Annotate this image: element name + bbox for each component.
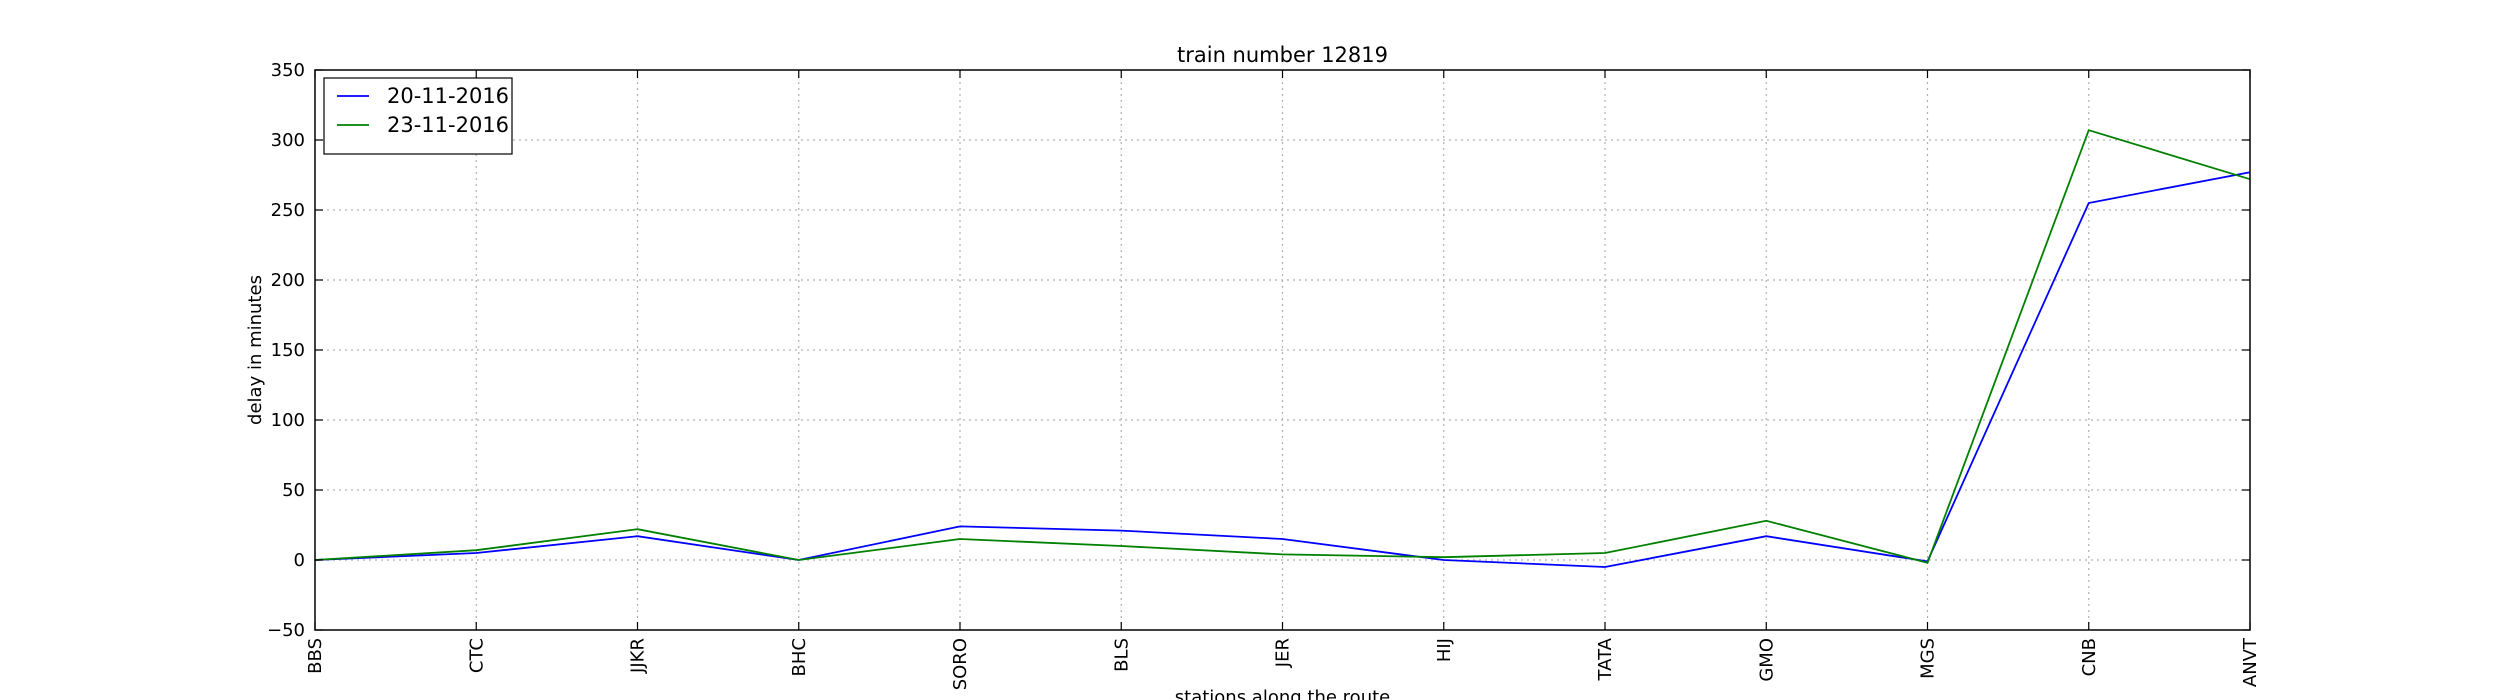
y-tick-label: 0 — [294, 550, 305, 571]
series-lines — [314, 129, 2251, 568]
x-tick-label: BBS — [305, 638, 326, 674]
legend-box — [323, 77, 513, 155]
y-tick-label: 250 — [271, 200, 305, 221]
x-tick-label: JER — [1273, 638, 1294, 668]
x-tick-label: SORO — [950, 638, 971, 690]
x-tick-label: MGS — [1918, 638, 1939, 679]
y-tick-label: 350 — [271, 60, 305, 81]
series-line — [314, 129, 2251, 564]
legend-label: 23-11-2016 — [387, 113, 509, 137]
x-tick-label: HIJ — [1434, 638, 1455, 662]
y-tick-label: −50 — [267, 620, 305, 641]
x-tick-label: CTC — [466, 638, 487, 673]
y-tick-label: 150 — [271, 340, 305, 361]
y-tick-label: 200 — [271, 270, 305, 291]
x-tick-label: BLS — [1111, 638, 1132, 672]
x-tick-label: GMO — [1756, 638, 1777, 682]
y-tick-labels: −50 0 50 100 150 200 250 300 350 — [267, 60, 2250, 641]
legend-label: 20-11-2016 — [387, 84, 509, 108]
x-tick-labels: BBS CTC JJKR BHC SORO BLS JER HIJ TATA GMO MGS CNB A… — [305, 70, 2261, 690]
x-tick-label: TATA — [1595, 637, 1616, 681]
x-tick-label: CNB — [2079, 638, 2100, 676]
x-tick-label: BHC — [789, 638, 810, 676]
y-tick-label: 300 — [271, 130, 305, 151]
y-tick-label: 100 — [271, 410, 305, 431]
legend: 20-11-2016 23-11-2016 — [323, 77, 513, 155]
grid — [315, 70, 2250, 630]
y-tick-label: 50 — [282, 480, 305, 501]
x-axis-title: stations along the route — [1175, 687, 1390, 700]
series-line — [314, 171, 2251, 568]
chart-title: train number 12819 — [1177, 43, 1388, 67]
x-tick-label: ANVT — [2240, 637, 2261, 687]
y-axis-title: delay in minutes — [245, 275, 266, 425]
x-tick-label: JJKR — [628, 638, 649, 674]
